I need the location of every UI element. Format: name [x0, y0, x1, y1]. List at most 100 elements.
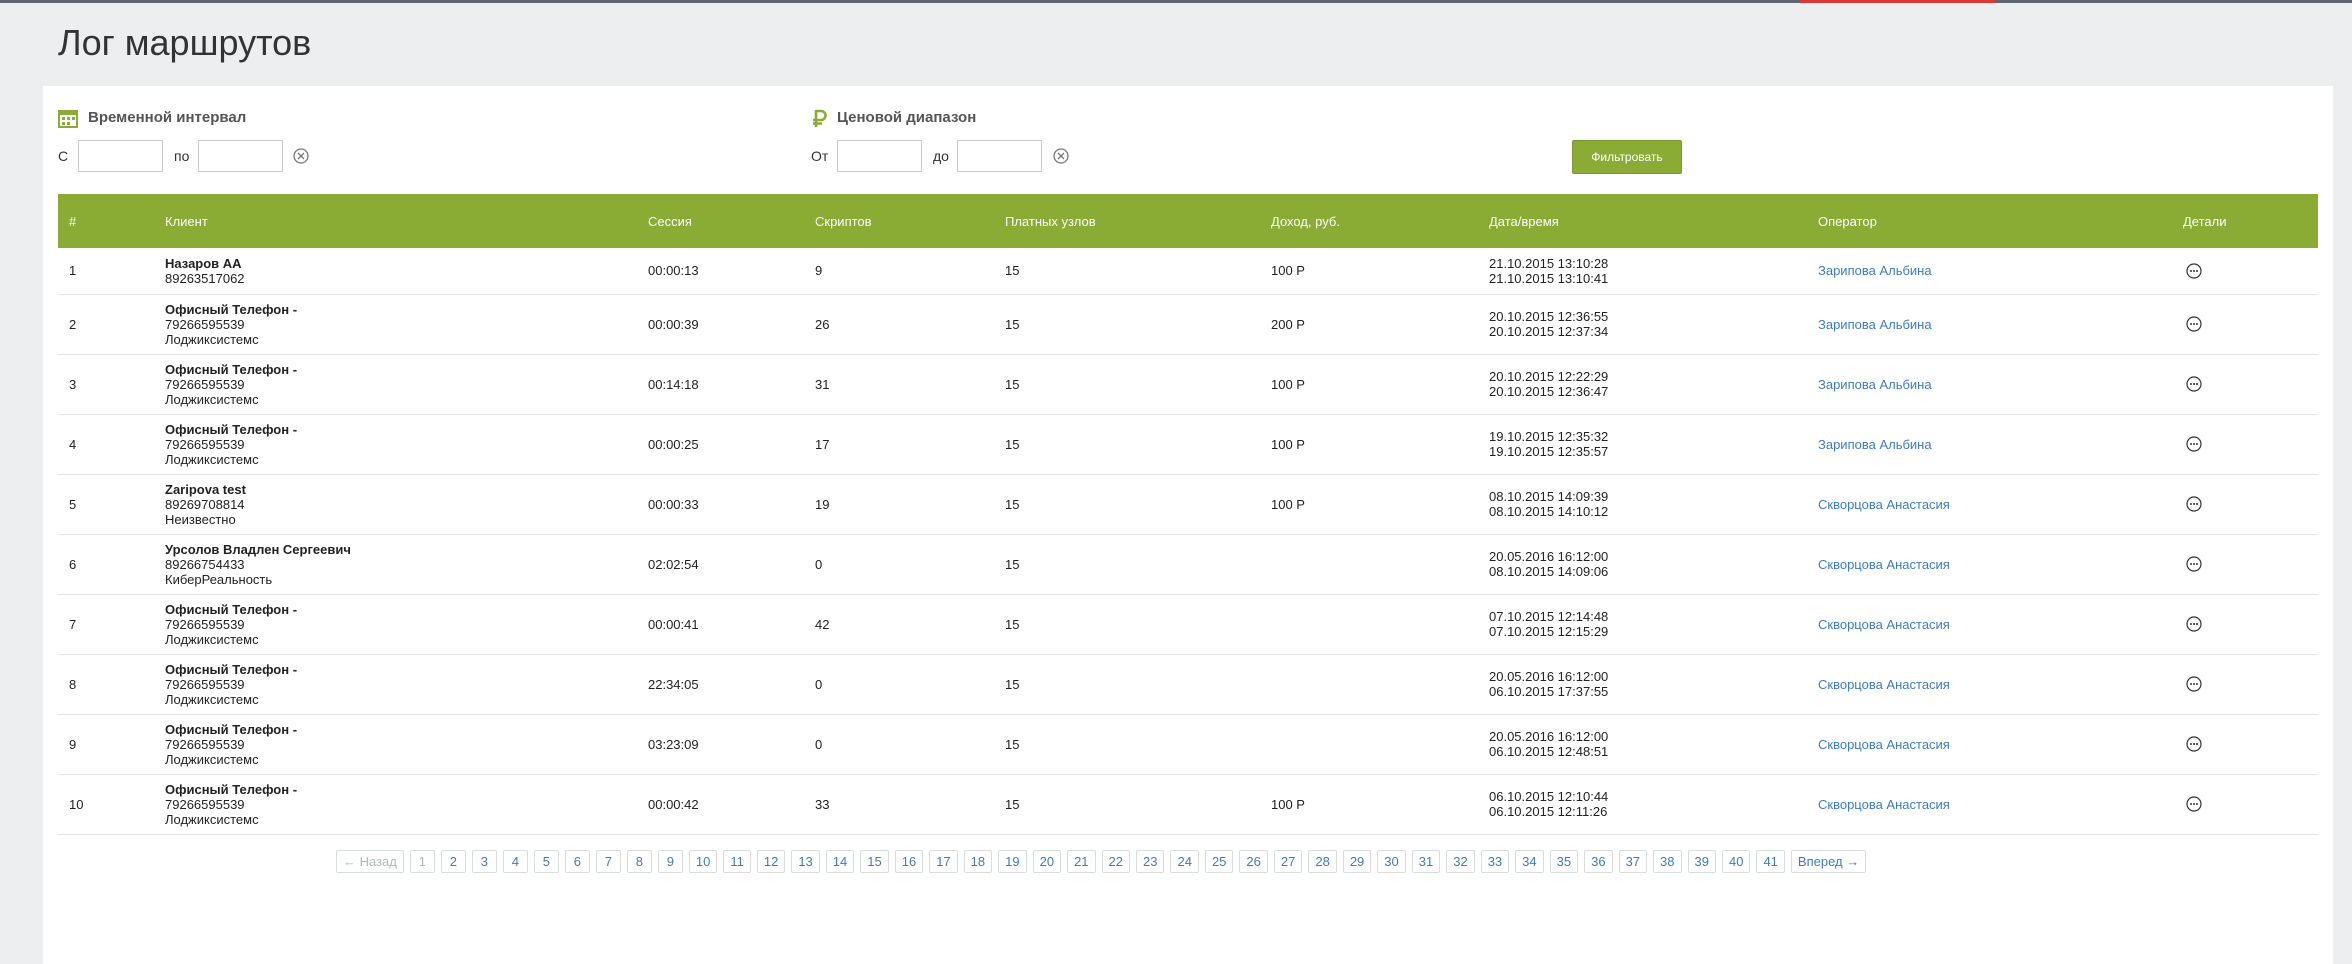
pagination-page[interactable]: 40 — [1721, 850, 1751, 873]
client-phone: 79266595539 — [165, 316, 245, 332]
details-icon[interactable] — [2186, 263, 2202, 279]
operator-link[interactable]: Скворцова Анастасия — [1818, 676, 1950, 692]
start-time: 08.10.2015 14:09:39 — [1489, 489, 1609, 504]
pagination-page[interactable]: 17 — [929, 850, 958, 873]
client-cell: Урсолов Владлен Сергеевич 89266754433 Кибе… — [154, 534, 637, 595]
details-icon[interactable] — [2186, 316, 2202, 332]
paid-nodes: 15 — [994, 774, 1260, 835]
pagination-page[interactable]: 24 — [1170, 850, 1199, 873]
operator-link[interactable]: Скворцова Анастасия — [1818, 616, 1950, 632]
operator-link[interactable]: Зарипова Альбина — [1818, 436, 1932, 452]
column-header: Скриптов — [804, 194, 994, 248]
details-icon[interactable] — [2186, 496, 2202, 512]
pagination-page[interactable]: 34 — [1515, 850, 1544, 873]
pagination-page[interactable]: 32 — [1446, 850, 1475, 873]
pagination-page[interactable]: 31 — [1411, 850, 1441, 873]
pagination-page[interactable]: 3 — [471, 850, 497, 873]
pagination-page[interactable]: 2 — [440, 850, 466, 873]
client-phone: 79266595539 — [165, 616, 245, 632]
price-to-input[interactable] — [957, 140, 1042, 172]
row-number: 5 — [58, 474, 154, 535]
session: 22:34:05 — [637, 654, 804, 715]
details-icon[interactable] — [2186, 616, 2202, 632]
details-icon[interactable] — [2186, 796, 2202, 812]
scripts: 19 — [804, 474, 994, 535]
pagination-page[interactable]: 16 — [894, 850, 924, 873]
pagination-page[interactable]: 19 — [998, 850, 1027, 873]
details-icon[interactable] — [2186, 676, 2202, 692]
pagination-page[interactable]: 10 — [688, 850, 718, 873]
pagination-page[interactable]: 38 — [1653, 850, 1682, 873]
details-icon[interactable] — [2186, 376, 2202, 392]
end-time: 20.10.2015 12:37:34 — [1489, 324, 1609, 339]
pagination-page[interactable]: 25 — [1204, 850, 1234, 873]
datetime-cell: 20.10.2015 12:36:55 20.10.2015 12:37:34 — [1478, 294, 1807, 355]
pagination-page[interactable]: 18 — [963, 850, 993, 873]
income-cell: 100 Р — [1260, 354, 1478, 415]
pagination-page[interactable]: 7 — [595, 850, 621, 873]
filter-label: по — [174, 148, 190, 164]
filter-button[interactable]: Фильтровать — [1572, 140, 1682, 174]
pagination-page[interactable]: 15 — [860, 850, 889, 873]
table-row: 6 Урсолов Владлен Сергеевич 89266754433 Киб… — [58, 534, 2318, 595]
scripts: 17 — [804, 414, 994, 475]
start-time: 21.10.2015 13:10:28 — [1489, 255, 1609, 271]
top-bar-accent — [1800, 0, 1995, 3]
client-cell: Офисный Телефон -79266595539 Лоджиксистем… — [154, 714, 637, 775]
pagination-page[interactable]: 36 — [1584, 850, 1613, 873]
client-cell: Офисный Телефон -79266595539 Лоджиксистем… — [154, 774, 637, 835]
session: 00:00:13 — [637, 248, 804, 295]
operator-link[interactable]: Зарипова Альбина — [1818, 263, 1932, 279]
details-icon[interactable] — [2186, 436, 2202, 452]
pagination-page[interactable]: 20 — [1032, 850, 1062, 873]
start-time: 20.05.2016 16:12:00 — [1489, 549, 1609, 564]
row-number: 6 — [58, 534, 154, 595]
details-icon[interactable] — [2186, 736, 2202, 752]
scripts: 26 — [804, 294, 994, 355]
row-number: 10 — [58, 774, 154, 835]
operator-link[interactable]: Зарипова Альбина — [1818, 376, 1932, 392]
pagination-page[interactable]: 29 — [1342, 850, 1372, 873]
clear-icon[interactable] — [1052, 147, 1070, 165]
pagination-page[interactable]: 30 — [1377, 850, 1406, 873]
pagination-page[interactable]: 28 — [1308, 850, 1337, 873]
pagination-page[interactable]: 9 — [657, 850, 683, 873]
operator-link[interactable]: Скворцова Анастасия — [1818, 796, 1950, 812]
pagination-page[interactable]: 39 — [1687, 850, 1716, 873]
pagination-next[interactable]: Вперед → — [1790, 850, 1867, 873]
operator-link[interactable]: Скворцова Анастасия — [1818, 736, 1950, 752]
pagination-page[interactable]: 33 — [1480, 850, 1510, 873]
pagination-page[interactable]: 11 — [723, 850, 751, 873]
pagination-page[interactable]: 5 — [533, 850, 559, 873]
operator-link[interactable]: Скворцова Анастасия — [1818, 556, 1950, 572]
pagination-page[interactable]: 22 — [1101, 850, 1130, 873]
datetime-cell: 21.10.2015 13:10:28 21.10.2015 13:10:41 — [1478, 248, 1807, 295]
pagination-page[interactable]: 14 — [825, 850, 855, 873]
date-from-input[interactable] — [78, 140, 163, 172]
pagination-page[interactable]: 4 — [502, 850, 528, 873]
income: 100 Р — [1271, 436, 1305, 452]
operator-link[interactable]: Скворцова Анастасия — [1818, 496, 1950, 512]
pagination-page[interactable]: 41 — [1756, 850, 1785, 873]
client-phone: 79266595539 — [165, 436, 245, 452]
operator-link[interactable]: Зарипова Альбина — [1818, 316, 1932, 332]
pagination-page[interactable]: 12 — [756, 850, 786, 873]
pagination-page[interactable]: 21 — [1067, 850, 1096, 873]
client-company: Лоджиксистемс — [165, 811, 259, 827]
details-icon[interactable] — [2186, 556, 2202, 572]
pagination-page[interactable]: 27 — [1273, 850, 1303, 873]
pagination-page[interactable]: 23 — [1136, 850, 1165, 873]
clear-icon[interactable] — [292, 147, 310, 165]
pagination-page[interactable]: 35 — [1549, 850, 1579, 873]
pagination-page[interactable]: 8 — [626, 850, 652, 873]
date-to-input[interactable] — [198, 140, 283, 172]
pagination-page[interactable]: 13 — [791, 850, 820, 873]
pagination-page[interactable]: 26 — [1239, 850, 1268, 873]
price-from-input[interactable] — [837, 140, 922, 172]
pagination-page[interactable]: 6 — [564, 850, 590, 873]
column-header: Доход, руб. — [1260, 194, 1478, 248]
row-number: 4 — [58, 414, 154, 475]
pagination-page[interactable]: 37 — [1618, 850, 1648, 873]
ruble-icon — [813, 109, 827, 127]
